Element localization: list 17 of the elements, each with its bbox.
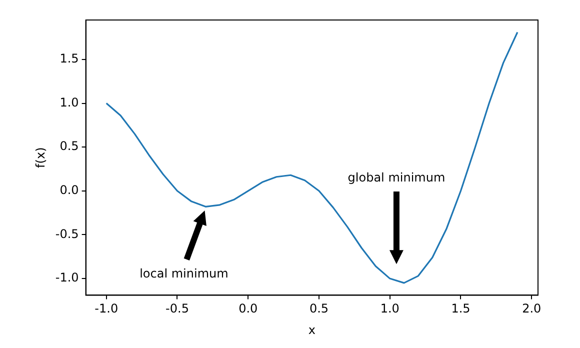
annotation: local minimum	[140, 266, 228, 281]
annotation: global minimum	[348, 170, 446, 184]
y-axis-title: f(x)	[33, 147, 48, 168]
x-tick-label: -0.5	[166, 302, 189, 316]
x-tick-label: 0.5	[309, 302, 329, 316]
x-tick-label: 0.0	[238, 302, 258, 316]
x-tick-label: 1.0	[380, 302, 400, 316]
x-tick-label: 1.5	[451, 302, 470, 316]
y-tick-label: 0.5	[60, 139, 79, 154]
x-tick-label: 2.0	[522, 302, 542, 316]
y-tick-label: 1.0	[60, 95, 79, 110]
x-axis-title: x	[308, 322, 316, 337]
x-tick-label: -1.0	[94, 302, 118, 316]
y-tick-label: 1.5	[60, 52, 79, 66]
y-tick-label: -1.0	[55, 270, 79, 285]
y-tick-label: -0.5	[55, 226, 79, 241]
y-tick-label: 0.0	[60, 183, 79, 198]
